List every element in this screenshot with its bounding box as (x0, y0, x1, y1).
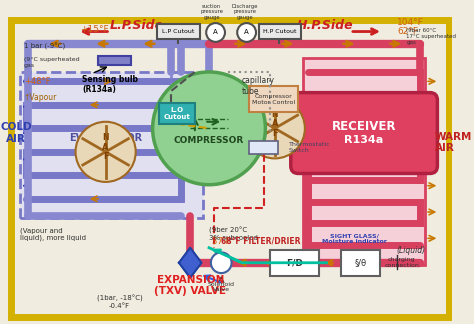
Text: ↑Vapour: ↑Vapour (24, 93, 57, 102)
Text: L.O
Cutout: L.O Cutout (164, 107, 191, 120)
Text: SIGHT GLASS/
Moisture indicator: SIGHT GLASS/ Moisture indicator (322, 233, 387, 244)
Text: A: A (213, 29, 218, 35)
Bar (303, 58, 425, 265)
Circle shape (211, 252, 232, 273)
Text: (Vapour and
liquid), more liquid: (Vapour and liquid), more liquid (20, 227, 86, 241)
Text: N: N (272, 110, 278, 119)
Text: Discharge
pressure
gauge: Discharge pressure gauge (231, 4, 258, 20)
Text: +15°F: +15°F (80, 26, 109, 34)
Bar (20, 72, 203, 218)
Text: Solenoid
Valve: Solenoid Valve (208, 282, 235, 292)
Text: 68°F FILTER/DRIER: 68°F FILTER/DRIER (221, 237, 301, 246)
Text: CONDENSER: CONDENSER (326, 156, 398, 166)
Text: H.P Cutout: H.P Cutout (263, 29, 296, 34)
Text: L.P Cutout: L.P Cutout (162, 29, 194, 34)
FancyBboxPatch shape (291, 93, 438, 173)
Text: N: N (102, 133, 109, 142)
Text: F: F (103, 152, 109, 161)
Bar (270, 249, 319, 276)
Bar (249, 141, 278, 154)
Text: capillary
tube: capillary tube (242, 76, 275, 96)
Polygon shape (179, 248, 201, 278)
Text: (Liquid): (Liquid) (397, 246, 426, 255)
Text: (9ber 20°C
3% subcooled: (9ber 20°C 3% subcooled (209, 227, 258, 241)
Circle shape (245, 98, 305, 158)
Text: §/θ: §/θ (354, 258, 366, 267)
Text: Compressor
Motor Control: Compressor Motor Control (252, 94, 295, 105)
Text: H.P.Side: H.P.Side (296, 19, 353, 32)
Text: A: A (102, 143, 109, 152)
Bar (98, 56, 131, 65)
Bar (159, 103, 195, 124)
Text: charging
connection: charging connection (384, 257, 419, 268)
Text: (9°C superheated
gas: (9°C superheated gas (24, 57, 80, 68)
Circle shape (75, 122, 136, 182)
Text: 104°F: 104°F (397, 18, 424, 27)
Bar (157, 24, 200, 39)
Text: Sensing bulb
(R134a): Sensing bulb (R134a) (82, 75, 138, 94)
Text: suction
pressure
gauge: suction pressure gauge (201, 4, 223, 20)
Bar (249, 86, 298, 112)
Text: F: F (272, 129, 278, 138)
Text: L.P.Side: L.P.Side (109, 19, 164, 32)
Text: COLD
AIR: COLD AIR (0, 122, 32, 144)
Text: +48°F: +48°F (24, 77, 50, 86)
Bar (259, 24, 301, 39)
Text: 62°F: 62°F (397, 27, 418, 36)
Circle shape (237, 23, 256, 42)
Text: EXPANSION
(TXV) VALVE: EXPANSION (TXV) VALVE (154, 274, 226, 296)
Text: F/D: F/D (286, 258, 303, 267)
Bar (341, 249, 380, 276)
Text: A: A (272, 119, 278, 128)
Text: (1bar, -18°C)
-0.4°F: (1bar, -18°C) -0.4°F (97, 295, 143, 309)
Text: Thermostatic
Switch: Thermostatic Switch (289, 142, 330, 153)
Text: RECEIVER: RECEIVER (332, 120, 396, 133)
Text: A: A (244, 29, 249, 35)
Text: (9bar 60°C
17°C superheated
gas: (9bar 60°C 17°C superheated gas (406, 28, 456, 45)
Text: EVAPORATOR: EVAPORATOR (69, 133, 142, 143)
Text: 37 F: 37 F (212, 237, 230, 246)
Circle shape (206, 23, 225, 42)
Circle shape (153, 72, 265, 185)
Text: R134a: R134a (345, 135, 384, 145)
Text: WARM
AIR: WARM AIR (435, 132, 472, 153)
Text: 1 bar (-9°C): 1 bar (-9°C) (24, 43, 65, 50)
Text: COMPRESSOR: COMPRESSOR (174, 136, 244, 145)
